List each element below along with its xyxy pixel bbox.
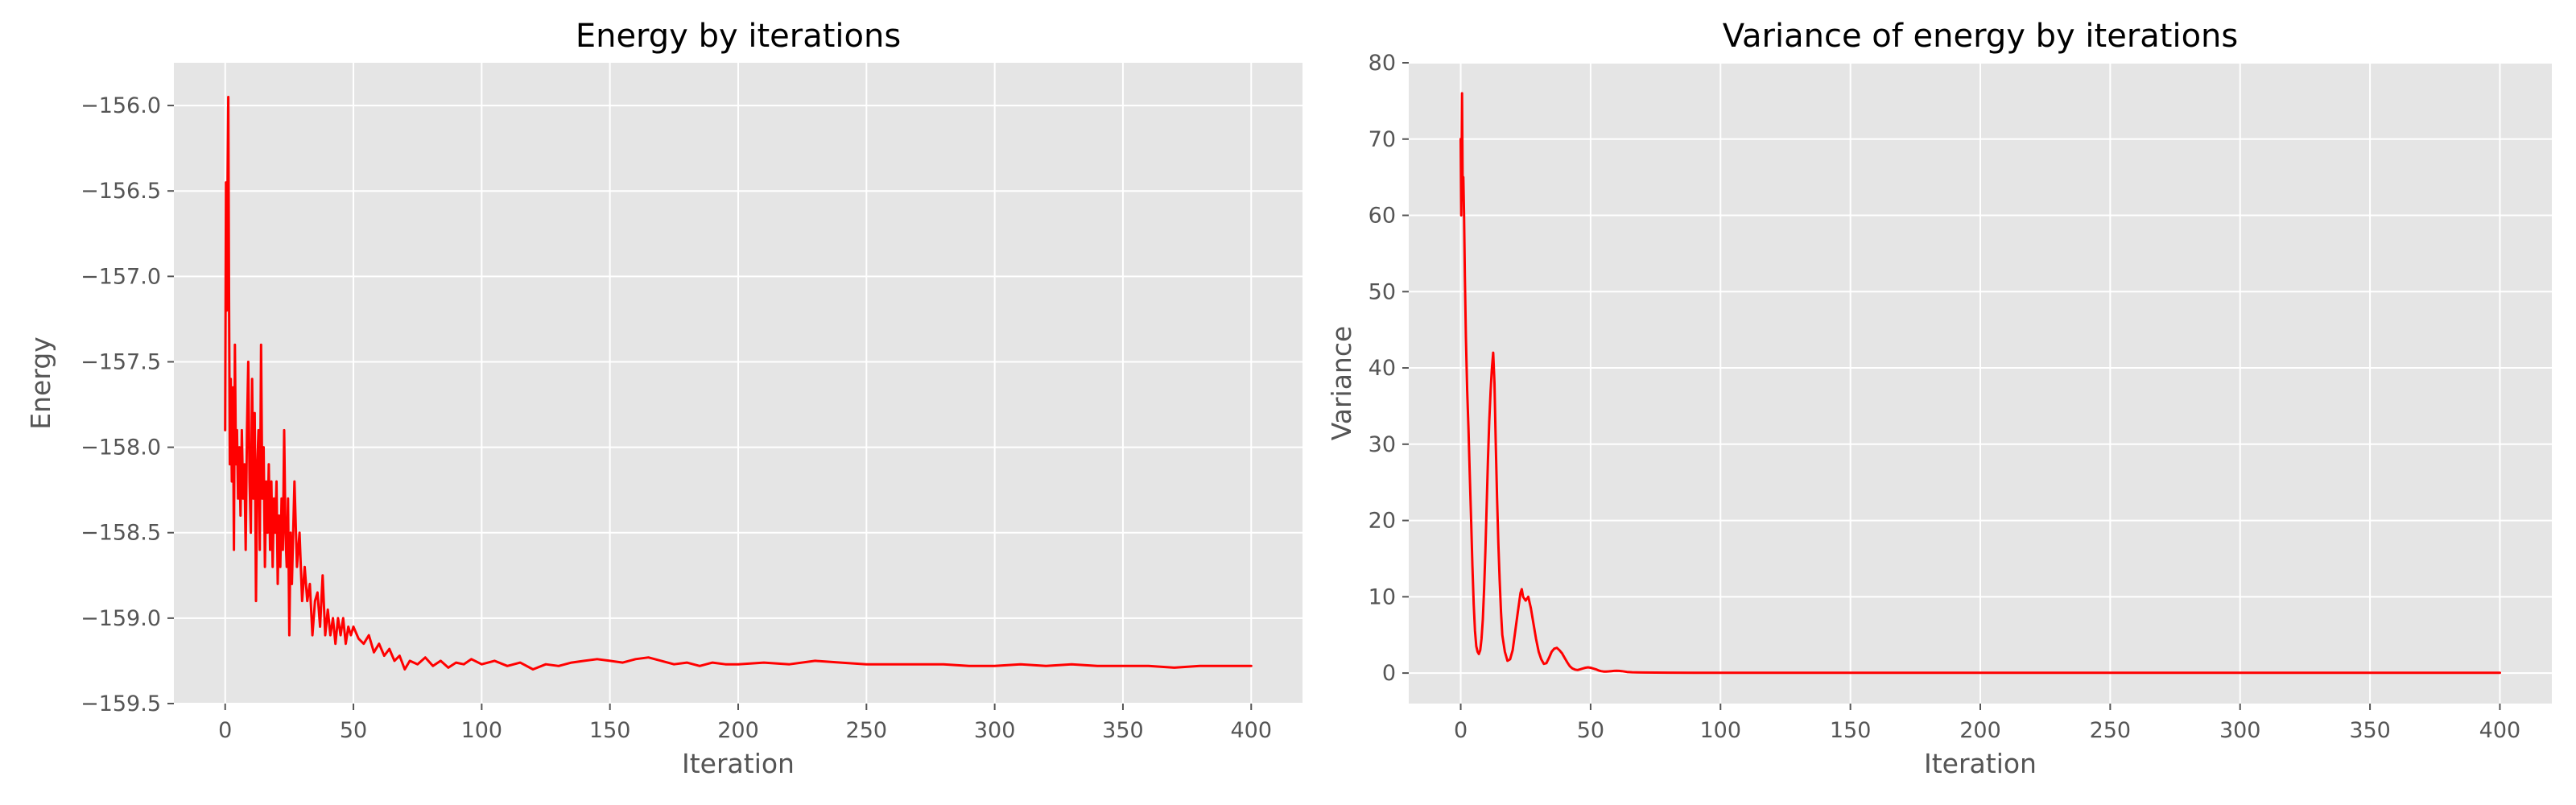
energy-x-tick-label: 100 bbox=[461, 718, 503, 743]
variance-x-tick-label: 50 bbox=[1577, 718, 1604, 743]
energy-x-tick-label: 250 bbox=[846, 718, 888, 743]
variance-y-tick-label: 20 bbox=[1368, 509, 1396, 534]
variance-y-tick-label: 80 bbox=[1368, 51, 1396, 76]
energy-x-axis-label: Iteration bbox=[682, 748, 795, 779]
energy-y-tick-label: −157.0 bbox=[80, 264, 161, 289]
variance-x-axis-label: Iteration bbox=[1924, 748, 2037, 779]
variance-x-tick-label: 150 bbox=[1830, 718, 1872, 743]
variance-x-tick-label: 0 bbox=[1454, 718, 1468, 743]
energy-x-tick-label: 350 bbox=[1102, 718, 1144, 743]
energy-y-tick-label: −157.5 bbox=[80, 349, 161, 374]
variance-data bbox=[1459, 92, 2501, 675]
variance-x-tick-label: 250 bbox=[2090, 718, 2132, 743]
variance-chart: 0 50 100 150 200 250 300 350 400 0 10 20 30 40 50 60 70 8… bbox=[1326, 18, 2552, 779]
variance-y-tick-label: 0 bbox=[1382, 661, 1396, 686]
energy-x-tick-label: 400 bbox=[1230, 718, 1272, 743]
variance-x-tick-label: 400 bbox=[2479, 718, 2521, 743]
variance-y-tick-label: 60 bbox=[1368, 204, 1396, 229]
energy-y-tick-label: −158.5 bbox=[80, 521, 161, 546]
variance-chart-title: Variance of energy by iterations bbox=[1723, 18, 2238, 55]
variance-x-tick-label: 350 bbox=[2349, 718, 2391, 743]
energy-x-tick-label: 300 bbox=[974, 718, 1016, 743]
variance-y-tick-label: 50 bbox=[1368, 279, 1396, 304]
variance-y-tick-label: 10 bbox=[1368, 584, 1396, 609]
energy-chart-title: Energy by iterations bbox=[576, 18, 901, 55]
energy-chart: 0 50 100 150 200 250 300 350 400 −159.5 −159.0 −158… bbox=[25, 18, 1302, 779]
variance-series-line bbox=[1459, 92, 2501, 675]
energy-x-tick-label: 50 bbox=[340, 718, 367, 743]
variance-y-tick-label: 70 bbox=[1368, 127, 1396, 152]
energy-data bbox=[224, 96, 1253, 671]
energy-y-tick-label: −159.0 bbox=[80, 606, 161, 631]
variance-y-tick-label: 40 bbox=[1368, 356, 1396, 381]
energy-x-tick-label: 200 bbox=[717, 718, 759, 743]
variance-x-tick-label: 200 bbox=[1959, 718, 2001, 743]
energy-series-line bbox=[224, 96, 1253, 671]
variance-y-axis-label: Variance bbox=[1326, 326, 1357, 441]
energy-y-tick-label: −159.5 bbox=[80, 691, 161, 716]
variance-x-tick-label: 100 bbox=[1699, 718, 1741, 743]
variance-x-tick-label: 300 bbox=[2219, 718, 2261, 743]
energy-y-tick-label: −158.0 bbox=[80, 436, 161, 460]
variance-y-tick-label: 30 bbox=[1368, 432, 1396, 457]
energy-x-tick-label: 0 bbox=[218, 718, 232, 743]
variance-ticks: 0 50 100 150 200 250 300 350 400 0 10 20 30 40 50 60 70 8… bbox=[1368, 51, 2521, 743]
energy-y-tick-label: −156.5 bbox=[80, 179, 161, 204]
energy-y-tick-label: −156.0 bbox=[80, 93, 161, 118]
energy-ticks: 0 50 100 150 200 250 300 350 400 −159.5 −159.0 −158… bbox=[80, 93, 1272, 743]
energy-y-axis-label: Energy bbox=[25, 336, 56, 430]
energy-x-tick-label: 150 bbox=[589, 718, 631, 743]
